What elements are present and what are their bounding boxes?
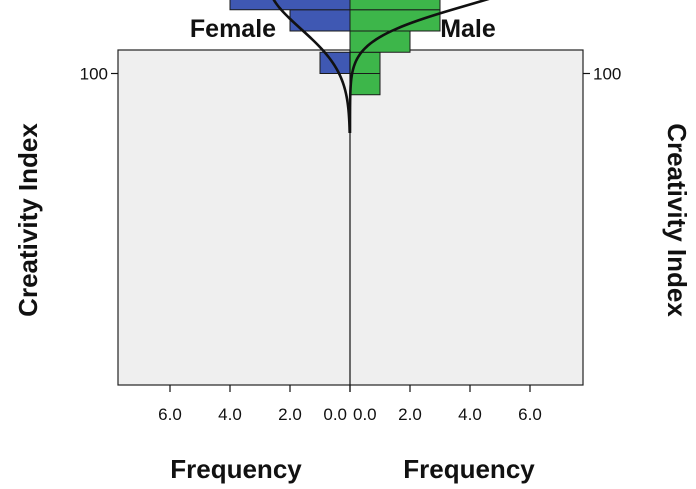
x-tick-label-female-0: 0.0 [323, 405, 347, 424]
y-axis-title-right: Creativity Index [662, 123, 692, 317]
x-axis-title-female: Frequency [170, 454, 302, 484]
bar-female-115-120 [230, 0, 350, 10]
y-tick-label-right-100: 100 [593, 65, 621, 84]
bar-male-105-110 [350, 31, 410, 52]
x-tick-label-male-0: 0.0 [353, 405, 377, 424]
x-tick-label-male-6: 6.0 [518, 405, 542, 424]
bar-male-110-115 [350, 10, 440, 31]
bar-male-95-100 [350, 74, 380, 95]
x-tick-label-male-2: 2.0 [398, 405, 422, 424]
y-tick-label-left-100: 100 [80, 65, 108, 84]
x-tick-label-female-2: 2.0 [278, 405, 302, 424]
y-axis-title-left: Creativity Index [13, 123, 43, 317]
x-tick-label-female-6: 6.0 [158, 405, 182, 424]
x-tick-label-female-4: 4.0 [218, 405, 242, 424]
panel-title-female: Female [190, 15, 276, 43]
bar-male-115-120 [350, 0, 440, 10]
bar-female-100-105 [320, 52, 350, 73]
x-axis-title-male: Frequency [403, 454, 535, 484]
x-tick-label-male-4: 4.0 [458, 405, 482, 424]
panel-title-male: Male [440, 15, 496, 43]
